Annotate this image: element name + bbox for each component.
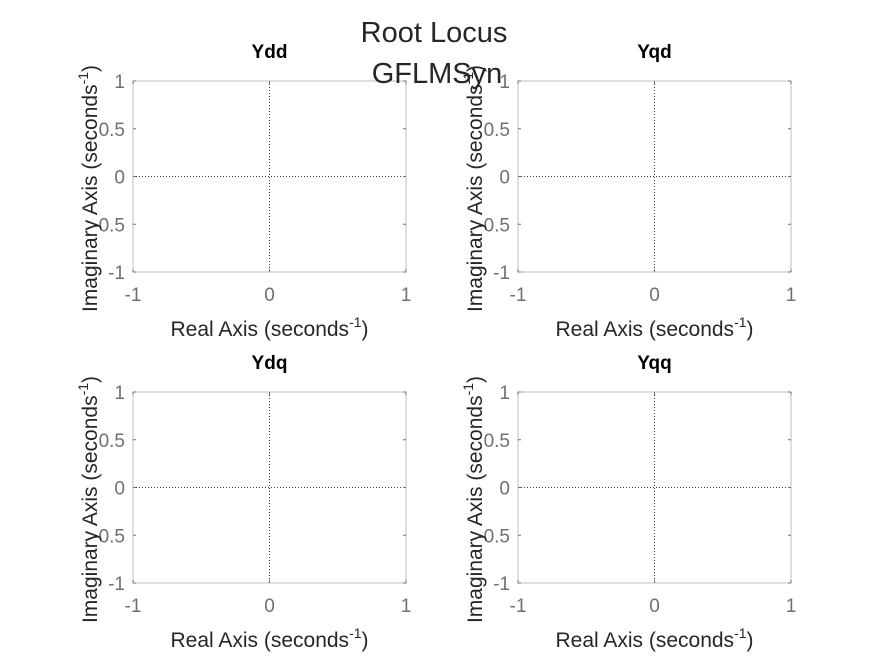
x-axis-label-text: Real Axis (seconds <box>170 318 349 341</box>
x-axis-label-text: Real Axis (seconds <box>555 318 734 341</box>
y-tick-label: 1 <box>114 383 125 404</box>
y-tick-label: 0 <box>114 479 125 500</box>
y-tick-label: -0.5 <box>92 526 125 547</box>
x-tick-label: 0 <box>264 285 275 306</box>
y-tick-label: 0.5 <box>99 120 125 141</box>
figure-subtitle: GFLMSyn <box>372 58 503 90</box>
x-tick-label: 0 <box>264 596 275 617</box>
subplot-title: Ydd <box>252 42 288 63</box>
x-axis-label: Real Axis (seconds-1) <box>170 625 368 652</box>
y-tick-label: 0.5 <box>484 431 510 452</box>
x-axis-label: Real Axis (seconds-1) <box>555 314 753 341</box>
y-axis-label: Imaginary Axis (seconds-1) <box>460 65 487 312</box>
y-tick-label: 1 <box>499 72 510 93</box>
y-axis-label-end: ) <box>79 376 102 383</box>
x-axis-label-end: ) <box>362 318 369 341</box>
x-axis-label-text: Real Axis (seconds <box>170 629 349 652</box>
y-tick-label: -1 <box>108 263 125 284</box>
x-axis-label-exponent: -1 <box>734 625 747 641</box>
y-axis-label-end: ) <box>464 376 487 383</box>
figure-title: Root Locus <box>361 17 508 49</box>
y-tick-label: -1 <box>493 263 510 284</box>
y-tick-label: 1 <box>499 383 510 404</box>
x-tick-label: -1 <box>125 596 142 617</box>
subplot-title: Yqd <box>637 42 671 63</box>
x-tick-label: 1 <box>786 596 797 617</box>
y-axis-label: Imaginary Axis (seconds-1) <box>460 376 487 623</box>
y-axis-label-exponent: -1 <box>75 383 91 396</box>
y-axis-label-text: Imaginary Axis (seconds <box>79 395 102 623</box>
y-axis-label-text: Imaginary Axis (seconds <box>464 395 487 623</box>
x-tick-label: 0 <box>649 285 660 306</box>
x-axis-label-exponent: -1 <box>734 314 747 330</box>
y-tick-label: 0.5 <box>484 120 510 141</box>
y-tick-label: 0 <box>499 479 510 500</box>
x-tick-label: -1 <box>125 285 142 306</box>
y-axis-label: Imaginary Axis (seconds-1) <box>75 65 102 312</box>
y-axis-label-exponent: -1 <box>460 383 476 396</box>
y-axis-label-exponent: -1 <box>460 72 476 85</box>
x-axis-label-text: Real Axis (seconds <box>555 629 734 652</box>
x-axis-label-end: ) <box>747 318 754 341</box>
x-tick-label: 1 <box>401 285 412 306</box>
y-axis-label-end: ) <box>464 65 487 72</box>
y-tick-label: -1 <box>108 574 125 595</box>
y-axis-label-exponent: -1 <box>75 72 91 85</box>
y-axis-label-text: Imaginary Axis (seconds <box>464 84 487 312</box>
x-axis-label-exponent: -1 <box>349 625 362 641</box>
x-axis-label-end: ) <box>362 629 369 652</box>
x-tick-label: 0 <box>649 596 660 617</box>
y-axis-label-end: ) <box>79 65 102 72</box>
y-tick-label: -0.5 <box>477 526 510 547</box>
subplot-title: Ydq <box>252 353 288 374</box>
x-tick-label: 1 <box>786 285 797 306</box>
y-tick-label: -0.5 <box>92 215 125 236</box>
x-tick-label: -1 <box>510 596 527 617</box>
x-axis-label: Real Axis (seconds-1) <box>170 314 368 341</box>
x-axis-label-end: ) <box>747 629 754 652</box>
y-tick-label: 0 <box>114 168 125 189</box>
x-tick-label: 1 <box>401 596 412 617</box>
x-axis-label: Real Axis (seconds-1) <box>555 625 753 652</box>
y-tick-label: 0 <box>499 168 510 189</box>
y-tick-label: -0.5 <box>477 215 510 236</box>
y-axis-label: Imaginary Axis (seconds-1) <box>75 376 102 623</box>
x-axis-label-exponent: -1 <box>349 314 362 330</box>
x-tick-label: -1 <box>510 285 527 306</box>
y-tick-label: -1 <box>493 574 510 595</box>
subplot-title: Yqq <box>637 353 671 374</box>
y-tick-label: 1 <box>114 72 125 93</box>
y-tick-label: 0.5 <box>99 431 125 452</box>
y-axis-label-text: Imaginary Axis (seconds <box>79 84 102 312</box>
